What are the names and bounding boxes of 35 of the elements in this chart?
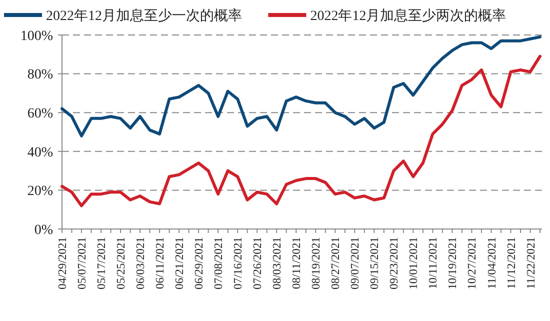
x-tick-label: 09/15/2021 — [369, 236, 382, 290]
x-tick-label: 10/11/2021 — [428, 236, 440, 289]
x-tick-label: 09/07/2021 — [350, 236, 362, 290]
x-tick-label: 04/29/2021 — [57, 236, 70, 290]
x-tick-label: 07/08/2021 — [213, 236, 226, 290]
legend-label: 2022年12月加息至少两次的概率 — [310, 8, 506, 24]
x-tick-label: 05/07/2021 — [76, 236, 89, 290]
x-tick-label: 08/03/2021 — [272, 236, 284, 290]
x-tick-label: 11/12/2021 — [506, 236, 518, 289]
y-tick-label: 60% — [27, 106, 54, 122]
x-tick-label: 10/01/2021 — [408, 236, 420, 290]
x-tick-label: 06/29/2021 — [194, 236, 206, 290]
x-tick-label: 11/22/2021 — [525, 236, 538, 289]
y-tick-label: 20% — [27, 184, 54, 200]
y-tick-label: 0% — [34, 222, 54, 238]
y-tick-label: 40% — [27, 145, 54, 160]
x-tick-label: 07/16/2021 — [232, 236, 245, 290]
legend-label: 2022年12月加息至少一次的概率 — [46, 8, 242, 24]
x-tick-label: 06/21/2021 — [174, 236, 186, 290]
line-series — [60, 54, 542, 208]
x-tick-label: 08/27/2021 — [330, 236, 342, 290]
x-tick-label: 06/11/2021 — [154, 236, 167, 289]
x-tick-label: 05/17/2021 — [96, 236, 108, 290]
x-tick-label: 08/11/2021 — [291, 236, 304, 289]
line-series — [60, 35, 542, 138]
x-tick-label: 05/25/2021 — [116, 236, 128, 290]
x-tick-label: 11/04/2021 — [486, 236, 498, 289]
x-tick-label: 06/03/2021 — [135, 236, 148, 290]
x-tick-label: 10/19/2021 — [447, 236, 460, 290]
x-tick-label: 08/19/2021 — [310, 236, 323, 290]
y-tick-label: 100% — [20, 28, 54, 44]
y-tick-label: 80% — [27, 68, 54, 83]
x-tick-label: 09/23/2021 — [388, 236, 401, 290]
x-tick-label: 07/26/2021 — [252, 236, 264, 290]
x-tick-label: 10/27/2021 — [466, 236, 479, 290]
